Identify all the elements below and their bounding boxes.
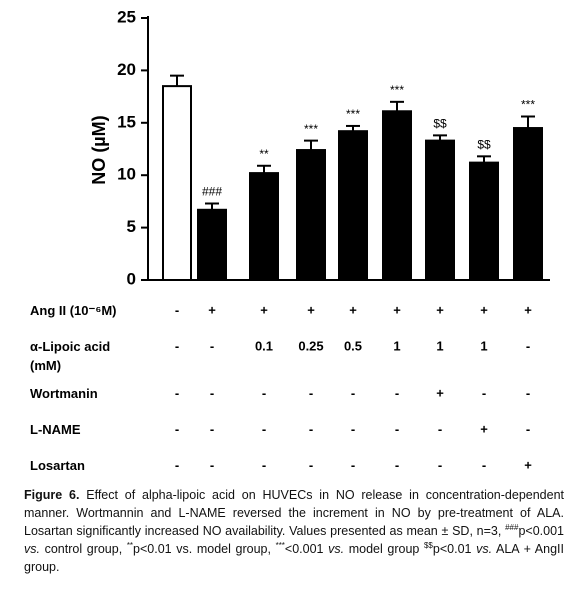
y-axis-label: NO (µM)	[89, 115, 109, 184]
caption-text: <0.001	[284, 542, 329, 556]
table-cell: -	[395, 457, 399, 472]
table-cell: -	[309, 385, 313, 400]
table-cell: -	[175, 338, 179, 353]
caption-text: Effect of alpha-lipoic acid on HUVECs in…	[24, 488, 565, 538]
table-cell: -	[175, 302, 179, 317]
table-cell: +	[349, 302, 357, 317]
table-cell: +	[307, 302, 315, 317]
table-cell: +	[260, 302, 268, 317]
caption-text: p<0.01 vs. model group,	[133, 542, 276, 556]
table-cell: -	[395, 385, 399, 400]
bar	[425, 139, 455, 281]
caption-text: p<0.001	[518, 524, 564, 538]
bar	[197, 208, 227, 281]
bar	[296, 149, 326, 281]
table-cell: -	[482, 385, 486, 400]
bar	[513, 127, 543, 281]
table-cell: -	[309, 457, 313, 472]
caption-text: $$	[423, 540, 433, 550]
significance-label: ***	[390, 83, 404, 97]
table-cell: +	[524, 302, 532, 317]
table-cell: -	[526, 421, 530, 436]
caption-text: model group	[344, 542, 424, 556]
table-cell: -	[395, 421, 399, 436]
table-cell: -	[210, 385, 214, 400]
table-cell: -	[210, 457, 214, 472]
table-cell: 0.1	[255, 338, 273, 353]
table-cell: 1	[436, 338, 443, 353]
caption-text: ***	[275, 540, 285, 550]
table-cell: -	[175, 385, 179, 400]
table-cell: +	[436, 385, 444, 400]
table-cell: -	[351, 421, 355, 436]
bar	[338, 130, 368, 281]
significance-label: ###	[202, 185, 222, 199]
row-label: α-Lipoic acid (mM)	[30, 339, 111, 373]
table-cell: -	[438, 421, 442, 436]
row-label: Wortmanin	[30, 386, 98, 401]
bar	[469, 161, 499, 281]
caption-text: vs.	[328, 542, 345, 556]
row-label: Losartan	[30, 458, 85, 473]
y-tick-label: 25	[117, 7, 136, 26]
significance-label: $$	[477, 138, 491, 152]
caption-text: vs.	[24, 542, 40, 556]
caption: Figure 6. Effect of alpha-lipoic acid on…	[24, 486, 564, 576]
caption-text: **	[126, 540, 134, 550]
table-cell: 0.25	[298, 338, 323, 353]
bar	[162, 85, 192, 282]
table-cell: -	[262, 457, 266, 472]
table-cell: -	[438, 457, 442, 472]
table-cell: -	[526, 338, 530, 353]
caption-text: Figure 6.	[24, 488, 80, 502]
table-cell: -	[175, 457, 179, 472]
table-cell: +	[524, 457, 532, 472]
table-cell: -	[262, 421, 266, 436]
significance-label: $$	[433, 117, 447, 131]
y-tick-label: 10	[117, 165, 136, 184]
table-cell: -	[309, 421, 313, 436]
significance-label: ***	[346, 107, 360, 121]
y-tick-label: 0	[127, 269, 136, 288]
table-cell: 1	[480, 338, 487, 353]
row-label: L-NAME	[30, 422, 81, 437]
caption-text: ALA + AngII group.	[24, 542, 564, 574]
caption-text: p<0.01	[432, 542, 477, 556]
table-cell: -	[526, 385, 530, 400]
table-cell: +	[208, 302, 216, 317]
bar	[382, 110, 412, 281]
table-cell: -	[210, 338, 214, 353]
table-cell: +	[480, 421, 488, 436]
table-cell: 1	[393, 338, 400, 353]
table-cell: -	[175, 421, 179, 436]
bar	[249, 172, 279, 281]
row-label: Ang II (10⁻⁶M)	[30, 303, 117, 318]
table-cell: -	[210, 421, 214, 436]
caption-text: ###	[505, 522, 519, 532]
significance-label: ***	[521, 98, 535, 112]
table-cell: -	[351, 385, 355, 400]
caption-text: vs.	[476, 542, 493, 556]
y-tick-label: 5	[127, 217, 136, 236]
y-tick-label: 20	[117, 60, 136, 79]
y-tick-label: 15	[117, 112, 136, 131]
significance-label: ***	[304, 122, 318, 136]
table-cell: -	[351, 457, 355, 472]
table-cell: 0.5	[344, 338, 362, 353]
table-cell: +	[480, 302, 488, 317]
significance-label: **	[259, 147, 269, 161]
chart: NO (µM) 0510152025###***********$$$$***-…	[89, 7, 550, 472]
table-cell: -	[482, 457, 486, 472]
table-cell: +	[436, 302, 444, 317]
table-cell: +	[393, 302, 401, 317]
caption-text: control group,	[39, 542, 127, 556]
table-cell: -	[262, 385, 266, 400]
